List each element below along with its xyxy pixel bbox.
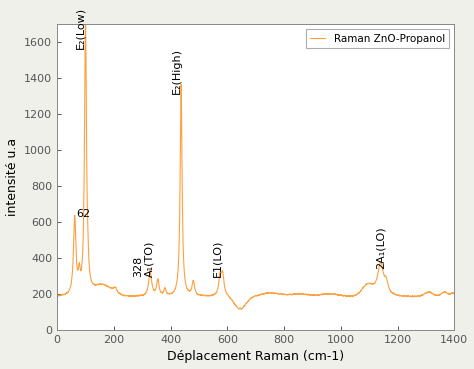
Raman ZnO-Propanol	[238, 307, 244, 311]
Y-axis label: intensité u.a: intensité u.a	[6, 138, 18, 216]
Text: E1(LO): E1(LO)	[212, 239, 222, 277]
Text: 328
A₁(TO): 328 A₁(TO)	[133, 241, 155, 277]
Raman ZnO-Propanol	[323, 292, 329, 296]
Raman ZnO-Propanol	[158, 290, 164, 294]
Text: 62: 62	[76, 210, 91, 220]
Raman ZnO-Propanol	[247, 297, 253, 301]
Text: E₂(High): E₂(High)	[172, 48, 182, 94]
X-axis label: Déplacement Raman (cm-1): Déplacement Raman (cm-1)	[167, 351, 344, 363]
Text: 2A₁(LO): 2A₁(LO)	[376, 226, 386, 269]
Legend: Raman ZnO-Propanol: Raman ZnO-Propanol	[306, 30, 449, 48]
Raman ZnO-Propanol	[452, 292, 457, 296]
Raman ZnO-Propanol	[82, 11, 88, 15]
Raman ZnO-Propanol	[54, 293, 60, 298]
Line: Raman ZnO-Propanol: Raman ZnO-Propanol	[57, 13, 455, 309]
Raman ZnO-Propanol	[212, 292, 218, 296]
Raman ZnO-Propanol	[204, 293, 210, 298]
Text: E₂(Low): E₂(Low)	[76, 7, 86, 49]
Raman ZnO-Propanol	[75, 268, 81, 273]
